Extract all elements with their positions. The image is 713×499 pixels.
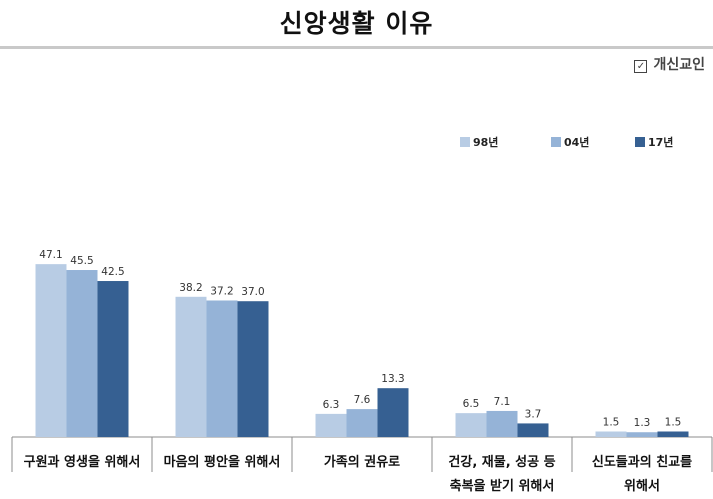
data-label: 7.1 xyxy=(494,396,511,408)
bar-04년-1 xyxy=(206,300,238,437)
checkbox-icon: ✓ xyxy=(634,60,648,73)
respondent-label: ✓ 개신교인 xyxy=(634,54,705,74)
category-label: 구원과 영생을 위해서 xyxy=(24,454,141,470)
bar-04년-2 xyxy=(346,409,378,437)
data-label: 42.5 xyxy=(101,266,124,278)
legend-swatch xyxy=(551,137,561,147)
data-label: 1.5 xyxy=(603,416,620,428)
category-label: 신도들과의 친교를 xyxy=(592,454,692,470)
bar-17년-2 xyxy=(377,388,409,437)
data-label: 37.0 xyxy=(241,286,264,298)
data-label: 7.6 xyxy=(354,394,371,406)
bar-04년-4 xyxy=(626,432,658,437)
data-label: 3.7 xyxy=(525,408,542,420)
bar-98년-0 xyxy=(35,264,67,437)
category-label: 축복을 받기 위해서 xyxy=(450,478,555,494)
respondent-label-text: 개신교인 xyxy=(653,57,705,73)
page-title: 신앙생활 이유 xyxy=(279,9,434,38)
data-label: 6.3 xyxy=(323,399,340,411)
legend-label: 17년 xyxy=(648,135,673,149)
bar-04년-0 xyxy=(66,270,98,437)
data-label: 6.5 xyxy=(463,398,480,410)
legend-swatch xyxy=(460,137,470,147)
data-label: 37.2 xyxy=(210,285,233,297)
bar-98년-1 xyxy=(175,296,207,437)
data-label: 47.1 xyxy=(39,249,62,261)
bar-04년-3 xyxy=(486,410,518,437)
legend-label: 98년 xyxy=(473,135,498,149)
category-label: 가족의 권유로 xyxy=(324,454,400,470)
bar-17년-1 xyxy=(237,301,269,437)
bar-17년-4 xyxy=(657,431,689,437)
bar-98년-2 xyxy=(315,413,347,437)
category-label: 마음의 평안을 위해서 xyxy=(164,454,281,470)
data-label: 1.5 xyxy=(665,416,682,428)
data-label: 13.3 xyxy=(381,373,404,385)
title-divider xyxy=(0,46,713,49)
bar-98년-3 xyxy=(455,413,487,437)
category-label: 건강, 재물, 성공 등 xyxy=(448,454,555,470)
data-label: 38.2 xyxy=(179,282,202,294)
bar-17년-3 xyxy=(517,423,549,437)
bar-98년-4 xyxy=(595,431,627,437)
bar-17년-0 xyxy=(97,281,129,437)
data-label: 45.5 xyxy=(70,255,93,267)
legend-label: 04년 xyxy=(564,135,589,149)
data-label: 1.3 xyxy=(634,417,651,429)
legend-swatch xyxy=(635,137,645,147)
category-label: 위해서 xyxy=(624,478,660,494)
